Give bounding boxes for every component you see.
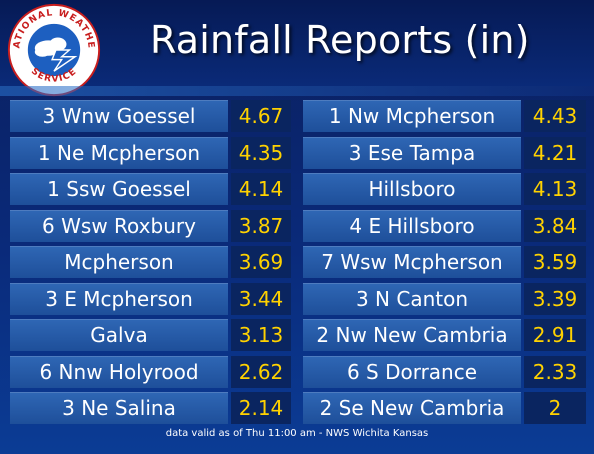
page-title: Rainfall Reports (in) bbox=[150, 18, 530, 62]
data-valid-footer: data valid as of Thu 11:00 am - NWS Wich… bbox=[165, 428, 429, 439]
location-cell: 6 S Dorrance bbox=[303, 355, 521, 388]
rainfall-value: 3.13 bbox=[231, 319, 291, 351]
location-cell: 3 Ne Salina bbox=[10, 392, 228, 424]
location-cell: 4 E Hillsboro bbox=[303, 209, 521, 242]
location-cell: 3 Wnw Goessel bbox=[10, 100, 228, 132]
location-cell: 1 Ssw Goessel bbox=[10, 173, 228, 205]
rainfall-value: 3.84 bbox=[524, 209, 586, 242]
rainfall-value: 2.33 bbox=[524, 355, 586, 388]
location-cell: 2 Se New Cambria bbox=[303, 392, 521, 424]
rainfall-value: 4.43 bbox=[524, 100, 586, 132]
rainfall-value: 2 bbox=[524, 392, 586, 424]
table-row: 1 Ssw Goessel 4.14 Hillsboro 4.13 bbox=[10, 173, 586, 205]
location-cell: 3 Ese Tampa bbox=[303, 136, 521, 169]
rainfall-value: 4.35 bbox=[231, 136, 291, 169]
table-row: 3 Wnw Goessel 4.67 1 Nw Mcpherson 4.43 bbox=[10, 100, 586, 132]
location-cell: Galva bbox=[10, 319, 228, 351]
rainfall-value: 4.21 bbox=[524, 136, 586, 169]
header-bar: NATIONAL WEATHER SERVICE Rainfall Report… bbox=[0, 0, 594, 97]
location-cell: Hillsboro bbox=[303, 173, 521, 205]
table-row: 6 Nnw Holyrood 2.62 6 S Dorrance 2.33 bbox=[10, 355, 586, 388]
rainfall-value: 4.14 bbox=[231, 173, 291, 205]
rainfall-value: 3.39 bbox=[524, 282, 586, 315]
rainfall-value: 4.67 bbox=[231, 100, 291, 132]
table-row: 1 Ne Mcpherson 4.35 3 Ese Tampa 4.21 bbox=[10, 136, 586, 169]
location-cell: 3 N Canton bbox=[303, 282, 521, 315]
rainfall-value: 2.62 bbox=[231, 355, 291, 388]
location-cell: 1 Nw Mcpherson bbox=[303, 100, 521, 132]
table-row: 6 Wsw Roxbury 3.87 4 E Hillsboro 3.84 bbox=[10, 209, 586, 242]
rainfall-value: 3.59 bbox=[524, 246, 586, 278]
location-cell: 3 E Mcpherson bbox=[10, 282, 228, 315]
nws-logo-icon: NATIONAL WEATHER SERVICE bbox=[6, 2, 101, 97]
rainfall-value: 3.44 bbox=[231, 282, 291, 315]
table-row: 3 Ne Salina 2.14 2 Se New Cambria 2 bbox=[10, 392, 586, 424]
rainfall-value: 4.13 bbox=[524, 173, 586, 205]
rainfall-value: 3.69 bbox=[231, 246, 291, 278]
location-cell: Mcpherson bbox=[10, 246, 228, 278]
rainfall-value: 2.91 bbox=[524, 319, 586, 351]
location-cell: 6 Wsw Roxbury bbox=[10, 209, 228, 242]
rainfall-value: 2.14 bbox=[231, 392, 291, 424]
rainfall-value: 3.87 bbox=[231, 209, 291, 242]
location-cell: 1 Ne Mcpherson bbox=[10, 136, 228, 169]
table-row: Mcpherson 3.69 7 Wsw Mcpherson 3.59 bbox=[10, 246, 586, 278]
location-cell: 2 Nw New Cambria bbox=[303, 319, 521, 351]
table-row: 3 E Mcpherson 3.44 3 N Canton 3.39 bbox=[10, 282, 586, 315]
header-divider bbox=[0, 86, 594, 96]
location-cell: 7 Wsw Mcpherson bbox=[303, 246, 521, 278]
table-row: Galva 3.13 2 Nw New Cambria 2.91 bbox=[10, 319, 586, 351]
location-cell: 6 Nnw Holyrood bbox=[10, 355, 228, 388]
